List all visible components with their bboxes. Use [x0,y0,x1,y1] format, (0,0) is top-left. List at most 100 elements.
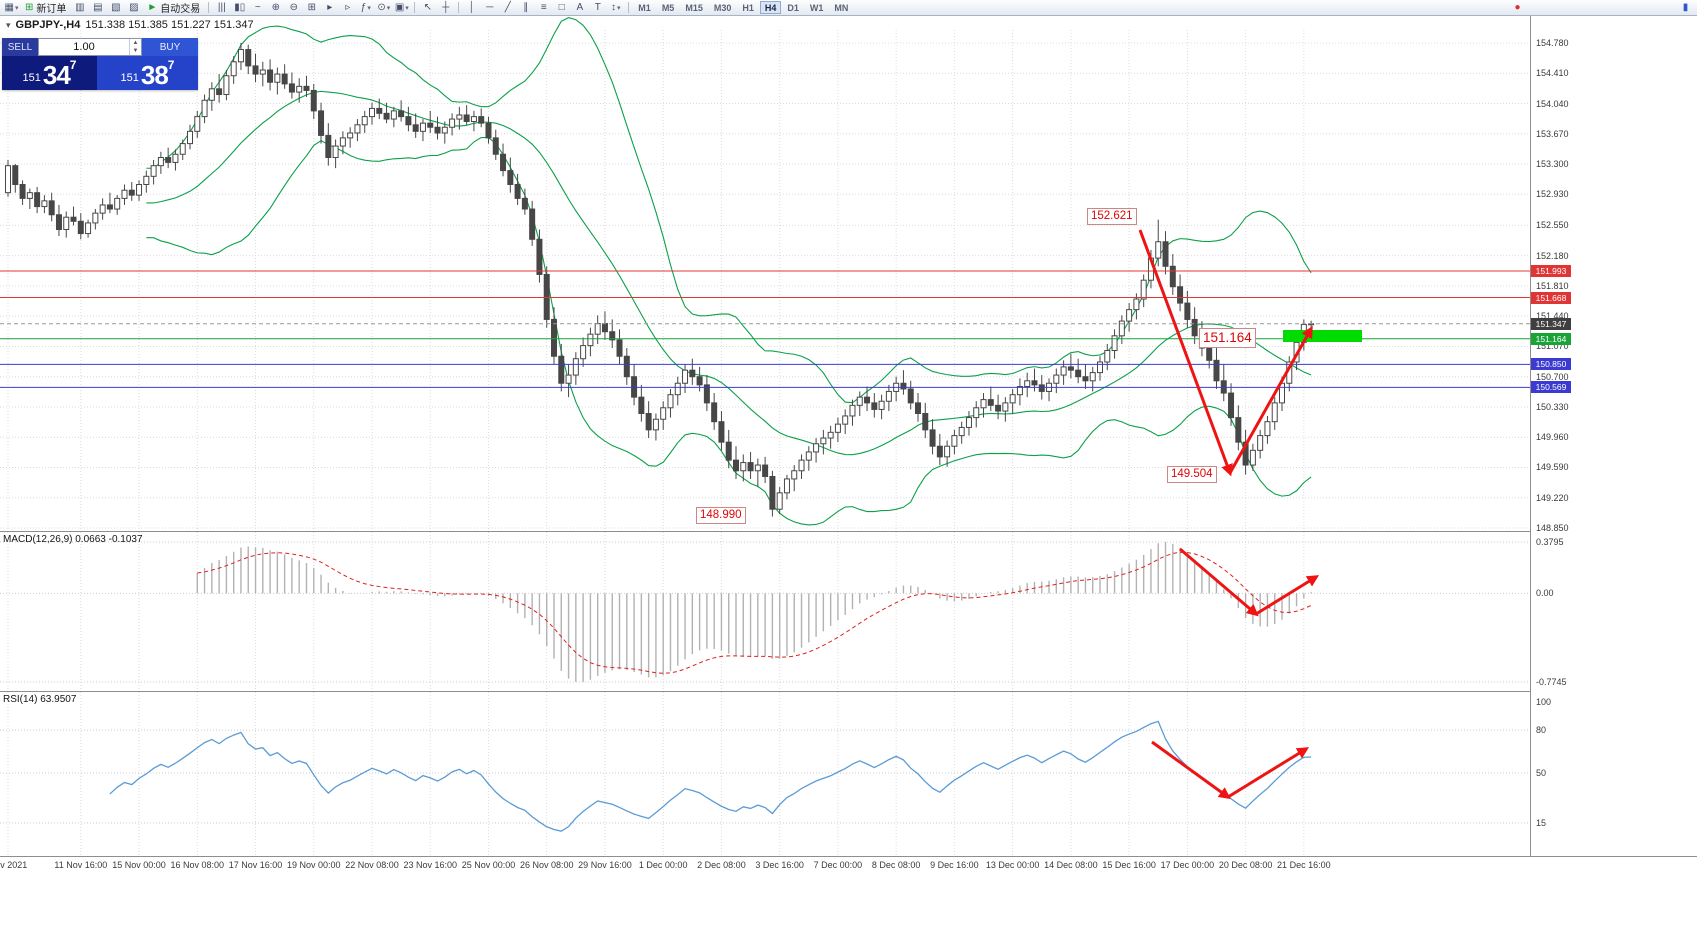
chart-header: ▾ GBPJPY-,H4 151.338 151.385 151.227 151… [6,19,254,31]
time-axis-label: 19 Nov 00:00 [286,860,341,870]
one-click-toggle-icon[interactable]: ▾ [6,19,11,30]
dropdown-caret-icon: ▾ [617,4,621,12]
periods-icon: ⊙ [377,2,386,13]
rsi-axis-label: 100 [1536,696,1552,707]
timeframe-d1-button[interactable]: D1 [787,2,799,13]
zoom-out-icon[interactable]: ⊖ [285,1,302,15]
bar-chart-icon: ||| [217,2,226,13]
timeframe-m30-button[interactable]: M30 [713,2,732,13]
candle [827,425,834,449]
terminal-icon[interactable]: ▨ [125,1,142,15]
trend-arrow [1255,575,1320,616]
candle [987,386,994,412]
candle [157,151,164,174]
bar-chart-icon[interactable]: ||| [213,1,230,15]
navigator-icon[interactable]: ▧ [107,1,124,15]
timeframe-m1-button[interactable]: M1 [638,2,651,13]
new-chart-icon[interactable]: ▦ ▾ [3,1,20,15]
label-icon[interactable]: T [589,1,606,15]
tile-windows-icon: ⊞ [307,2,316,13]
candle [849,399,856,426]
shapes-icon[interactable]: □ [553,1,570,15]
candle [77,213,84,240]
trendline-icon[interactable]: ╱ [499,1,516,15]
candle [1206,334,1213,369]
templates-icon[interactable]: ▣ ▾ [393,1,410,15]
clipped-window-icon[interactable]: ▮ [1682,2,1689,13]
zoom-in-icon[interactable]: ⊕ [267,1,284,15]
autotrading-button[interactable]: ► 自动交易 [143,1,204,15]
price-axis-label: 148.850 [1536,523,1569,533]
time-axis[interactable]: Nov 2021 11 Nov 16:00 15 Nov 00:00 16 Nov 0… [0,856,1697,874]
buy-button[interactable]: BUY [142,38,198,56]
sell-price-display[interactable]: 151 34 7 [2,56,97,90]
rsi-panel[interactable] [0,691,1530,856]
volume-box[interactable]: 1.00 ▲ ▼ [38,38,142,56]
arrows-icon[interactable]: ↕ ▾ [607,1,624,15]
data-window-icon[interactable]: ▤ [89,1,106,15]
time-axis-label: 14 Dec 08:00 [1044,860,1098,870]
label-icon: T [594,2,601,13]
trend-arrow [1179,547,1259,617]
candle [1111,329,1118,359]
candle [339,131,346,155]
time-axis-label: 15 Dec 16:00 [1102,860,1156,870]
volume-decrease-button[interactable]: ▼ [132,48,139,54]
timeframe-mn-button[interactable]: MN [834,2,849,13]
vertical-line-icon[interactable]: │ [463,1,480,15]
timeframe-m5-button[interactable]: M5 [661,2,675,13]
new-order-button[interactable]: ⊞ 新订单 [21,1,70,15]
price-scale[interactable]: 154.780 154.410 154.040 153.670 153.300 152.9… [1530,16,1697,856]
candle [1104,343,1111,371]
price-axis-label: 149.960 [1536,432,1569,443]
candle [638,384,645,422]
timeframe-h1-button[interactable]: H1 [742,2,754,13]
candlestick-chart-icon[interactable]: ▮▯ [231,1,248,15]
candle [303,75,310,97]
auto-scroll-icon[interactable]: ▸ [321,1,338,15]
candle [288,72,295,99]
indicators-icon[interactable]: ƒ ▾ [357,1,374,15]
horizontal-line-icon[interactable]: ─ [481,1,498,15]
candle [878,394,885,420]
price-axis-label: 152.180 [1536,250,1569,261]
candle [1169,254,1176,295]
autotrading-icon: ► [147,2,158,13]
fibonacci-icon[interactable]: ≡ [535,1,552,15]
zoom-out-icon: ⊖ [289,2,298,13]
tile-windows-icon[interactable]: ⊞ [303,1,320,15]
volume-increase-button[interactable]: ▲ [132,40,139,46]
crosshair-icon[interactable]: ┼ [437,1,454,15]
chart-shift-icon[interactable]: ▹ [339,1,356,15]
candle [245,44,252,75]
market-watch-icon[interactable]: ▥ [71,1,88,15]
price-chart[interactable] [0,16,1530,531]
candle [529,200,536,246]
candle [667,388,674,418]
periods-icon[interactable]: ⊙ ▾ [375,1,392,15]
timeframe-m15-button[interactable]: M15 [685,2,703,13]
buy-price-display[interactable]: 151 38 7 [97,56,198,90]
timeframe-w1-button[interactable]: W1 [809,2,824,13]
cursor-icon[interactable]: ↖ [419,1,436,15]
candle [274,67,281,95]
candle [165,147,172,169]
text-icon[interactable]: A [571,1,588,15]
chart-symbol-title: GBPJPY-,H4 [15,19,81,31]
vertical-line-icon: │ [468,2,475,13]
line-chart-icon[interactable]: ~ [249,1,266,15]
candle [1220,364,1227,402]
candle [492,129,499,160]
candle [842,409,849,434]
candle [645,401,652,439]
volume-input[interactable]: 1.00 [73,41,95,53]
channel-icon[interactable]: ∥ [517,1,534,15]
candle [1228,383,1235,426]
sell-button[interactable]: SELL [2,38,38,56]
alert-icon[interactable]: ● [1514,2,1521,13]
macd-panel[interactable] [0,531,1530,691]
candle [208,82,215,111]
candle [616,329,623,365]
rsi-axis-label: 80 [1536,725,1547,736]
timeframe-h4-button[interactable]: H4 [759,1,782,14]
